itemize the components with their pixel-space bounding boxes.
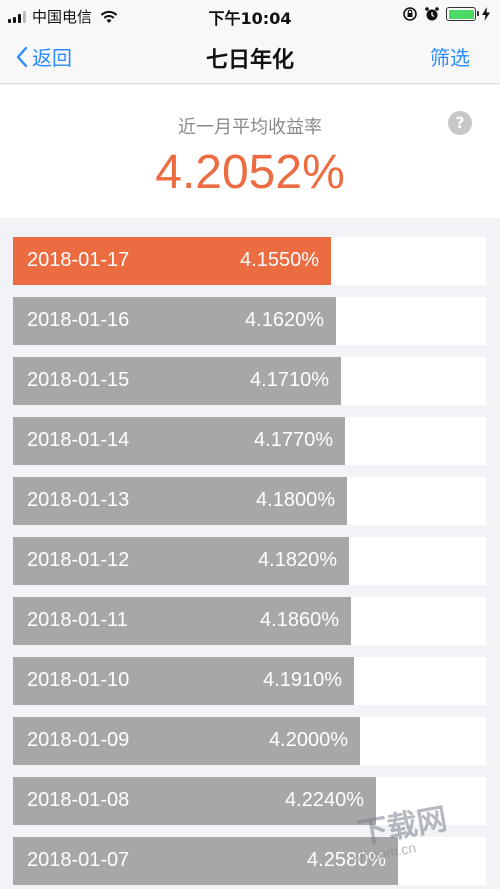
status-right xyxy=(402,6,490,22)
rate-value: 4.1550% xyxy=(240,249,319,271)
rate-date: 2018-01-09 xyxy=(27,729,130,751)
carrier-label: 中国电信 xyxy=(32,8,93,26)
rate-row[interactable]: 2018-01-09 4.2000% xyxy=(13,717,486,765)
rate-date: 2018-01-15 xyxy=(27,369,130,391)
rate-date: 2018-01-07 xyxy=(27,849,130,871)
rate-row[interactable]: 2018-01-16 4.1620% xyxy=(13,297,486,345)
rate-bar xyxy=(13,597,351,645)
rate-value: 4.2000% xyxy=(269,729,348,751)
chevron-left-icon xyxy=(16,46,28,67)
rate-date: 2018-01-16 xyxy=(27,309,130,331)
rate-value: 4.2580% xyxy=(307,849,386,871)
rate-row[interactable]: 2018-01-17 4.1550% xyxy=(13,237,486,285)
rate-value: 4.1620% xyxy=(245,309,324,331)
rate-row[interactable]: 2018-01-13 4.1800% xyxy=(13,477,486,525)
filter-button[interactable]: 筛选 xyxy=(430,46,470,70)
rate-date: 2018-01-08 xyxy=(27,789,130,811)
rate-value: 4.2240% xyxy=(285,789,364,811)
rate-bar xyxy=(13,717,360,765)
rate-date: 2018-01-12 xyxy=(27,549,130,571)
rate-date: 2018-01-17 xyxy=(27,249,130,271)
back-button[interactable]: 返回 xyxy=(16,42,72,71)
signal-icon xyxy=(8,10,26,23)
rate-bar xyxy=(13,537,349,585)
rate-value: 4.1820% xyxy=(258,549,337,571)
rate-date: 2018-01-14 xyxy=(27,429,130,451)
rate-value: 4.1860% xyxy=(260,609,339,631)
average-rate-label: 近一月平均收益率 xyxy=(178,117,322,138)
wifi-icon xyxy=(100,10,118,23)
rate-value: 4.1710% xyxy=(250,369,329,391)
charging-icon xyxy=(482,7,490,21)
back-label: 返回 xyxy=(32,46,72,70)
rate-row[interactable]: 2018-01-12 4.1820% xyxy=(13,537,486,585)
rate-row[interactable]: 2018-01-10 4.1910% xyxy=(13,657,486,705)
navigation-bar: 返回 七日年化 筛选 xyxy=(0,30,500,84)
rate-date: 2018-01-10 xyxy=(27,669,130,691)
rate-bar xyxy=(13,477,347,525)
average-rate-value: 4.2052% xyxy=(155,146,345,199)
rate-bar xyxy=(13,777,376,825)
rate-row[interactable]: 2018-01-15 4.1710% xyxy=(13,357,486,405)
battery-icon xyxy=(446,7,479,21)
help-icon[interactable]: ? xyxy=(448,111,472,135)
daily-rate-list: 2018-01-17 4.1550% 2018-01-16 4.1620% 2018-0… xyxy=(13,237,486,889)
rate-bar xyxy=(13,237,331,285)
summary-card: 近一月平均收益率 ? 4.2052% xyxy=(0,85,500,218)
rate-bar xyxy=(13,417,345,465)
status-left: 中国电信 xyxy=(8,6,118,27)
rate-row[interactable]: 2018-01-07 4.2580% xyxy=(13,837,486,885)
rate-bar xyxy=(13,357,341,405)
status-time: 下午10:04 xyxy=(208,9,292,28)
rotation-lock-icon xyxy=(403,7,417,21)
rate-bar xyxy=(13,297,336,345)
rate-row[interactable]: 2018-01-11 4.1860% xyxy=(13,597,486,645)
alarm-icon xyxy=(425,7,439,21)
rate-bar xyxy=(13,837,398,885)
page-title: 七日年化 xyxy=(205,48,294,73)
rate-value: 4.1910% xyxy=(263,669,342,691)
rate-value: 4.1770% xyxy=(254,429,333,451)
rate-value: 4.1800% xyxy=(256,489,335,511)
rate-date: 2018-01-13 xyxy=(27,489,130,511)
rate-bar xyxy=(13,657,354,705)
status-bar: 中国电信 下午10:04 xyxy=(0,0,500,30)
rate-row[interactable]: 2018-01-14 4.1770% xyxy=(13,417,486,465)
rate-row[interactable]: 2018-01-08 4.2240% xyxy=(13,777,486,825)
rate-date: 2018-01-11 xyxy=(27,609,128,631)
